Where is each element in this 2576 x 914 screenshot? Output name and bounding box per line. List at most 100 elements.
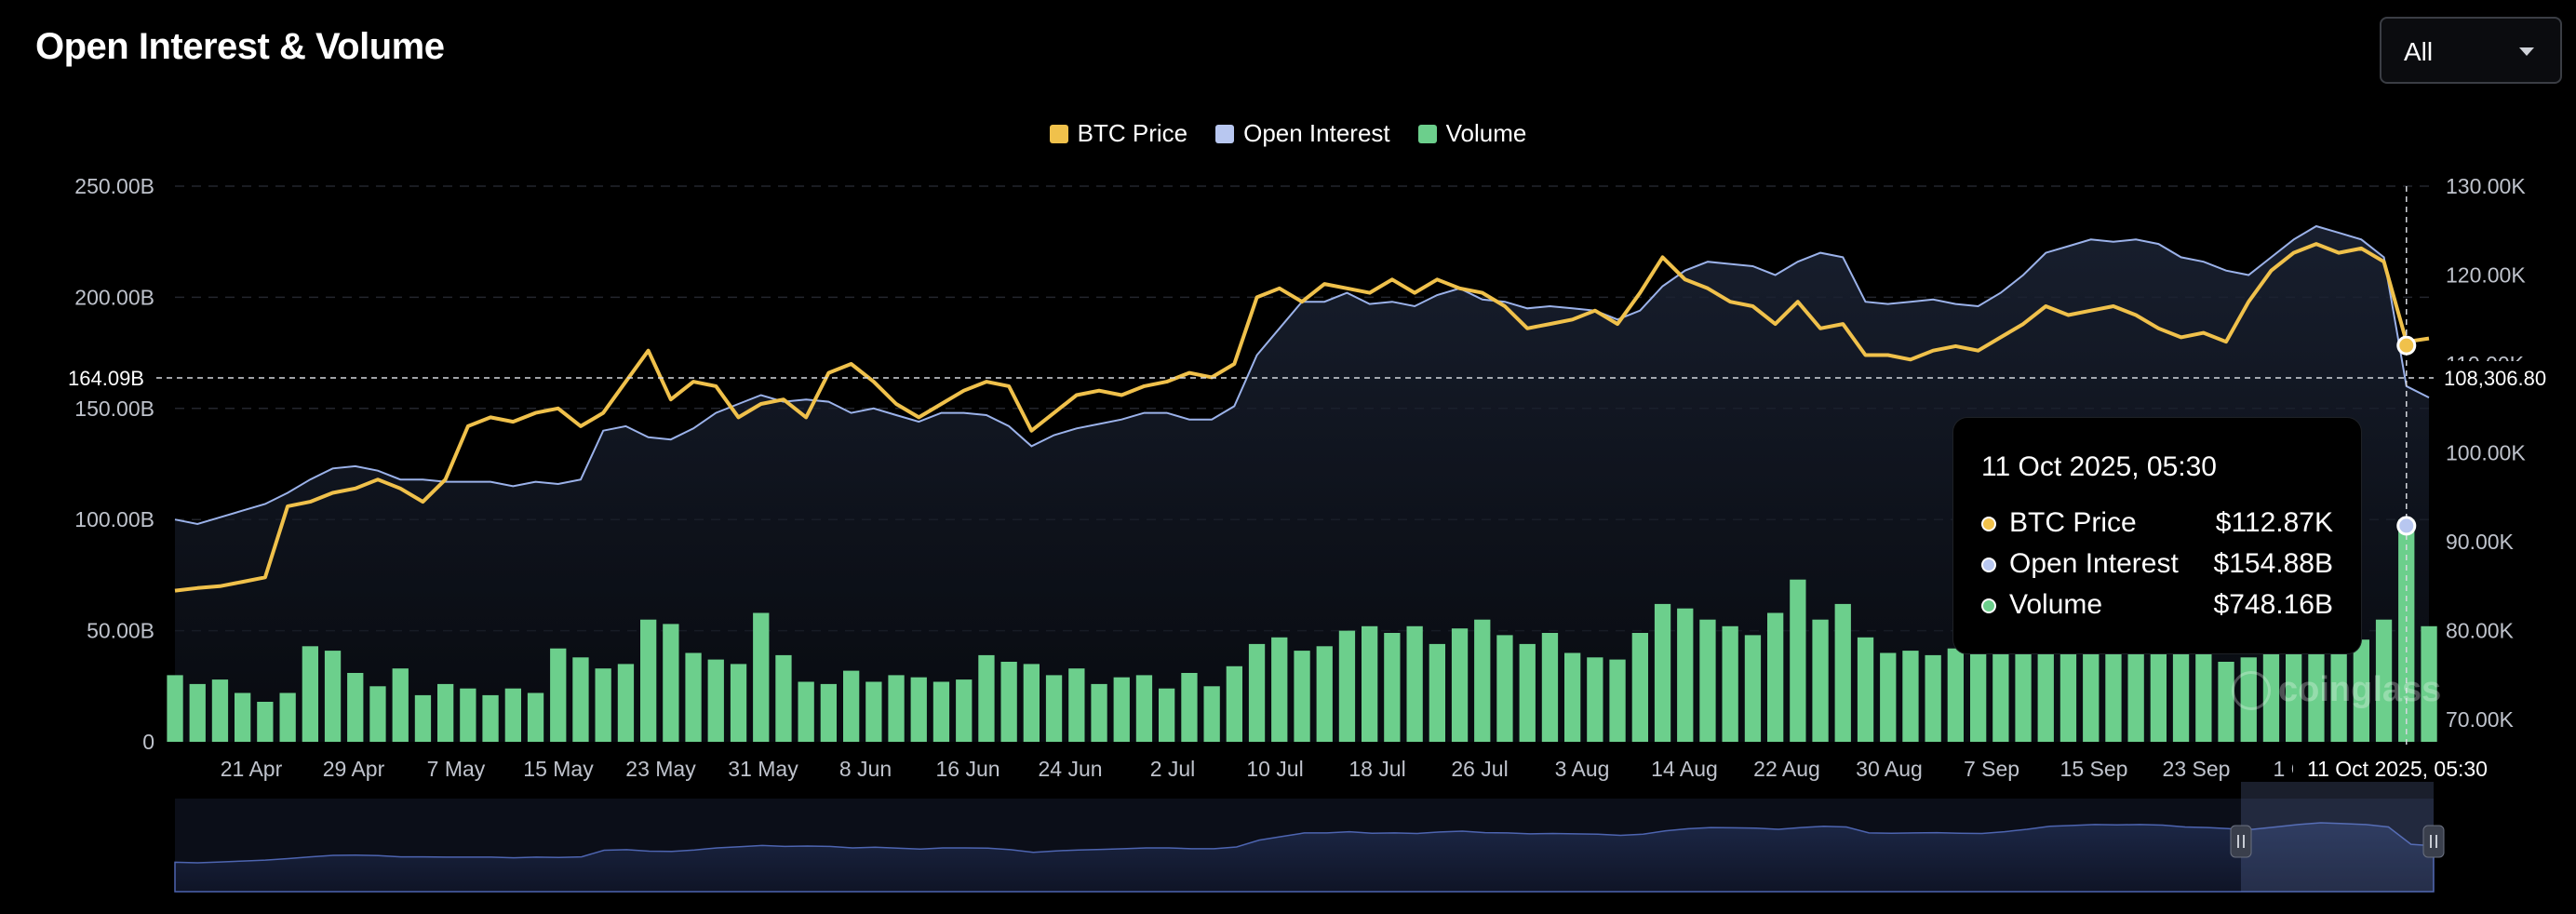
y-right-tick-label: 130.00K	[2446, 174, 2526, 198]
volume-bar	[2172, 648, 2190, 742]
x-tick-label: 22 Aug	[1753, 757, 1820, 781]
y-left-tick-label: 250.00B	[74, 174, 154, 198]
volume-bar	[685, 652, 702, 742]
volume-bar	[211, 679, 229, 742]
x-tick-label: 24 Jun	[1038, 757, 1102, 781]
volume-bar	[2195, 641, 2212, 742]
y-left-tick-label: 50.00B	[87, 619, 154, 643]
volume-bar	[2308, 625, 2325, 742]
volume-bar	[2218, 662, 2234, 742]
volume-bar	[663, 624, 679, 742]
y-right-tick-label: 80.00K	[2446, 619, 2515, 643]
volume-bar	[1362, 625, 1378, 742]
x-tick-label: 14 Aug	[1651, 757, 1718, 781]
volume-bar	[1496, 635, 1513, 742]
volume-bar	[1451, 628, 1469, 742]
y-right-tick-label: 70.00K	[2446, 707, 2515, 732]
btc-price-marker	[2396, 335, 2417, 356]
tooltip-row-volume: Volume $748.16B	[1981, 589, 2333, 626]
volume-bar	[978, 654, 995, 742]
volume-bar	[1790, 579, 1806, 742]
x-tick-label: 23 May	[625, 757, 696, 781]
volume-bar	[2150, 652, 2167, 742]
x-tick-label: 7 Sep	[1964, 757, 2019, 781]
legend-label-open-interest: Open Interest	[1243, 119, 1390, 147]
navigator-left-handle[interactable]	[2230, 825, 2252, 858]
series-lines	[174, 224, 2430, 593]
volume-bar	[2286, 635, 2302, 742]
volume-bar	[820, 683, 837, 742]
volume-bar	[1880, 652, 1897, 742]
btc-price-dot-icon	[1981, 517, 1996, 531]
volume-bar	[1541, 633, 1559, 742]
tooltip-title: 11 Oct 2025, 05:30	[1981, 451, 2217, 482]
time-range-select[interactable]: All	[2380, 17, 2562, 84]
volume-bar	[1271, 637, 1288, 742]
volume-bar	[1834, 603, 1851, 742]
volume-bar	[324, 651, 342, 742]
volume-bar	[527, 692, 544, 742]
range-navigator[interactable]	[174, 782, 2445, 893]
volume-bar	[2015, 630, 2032, 742]
x-tick-label: 15 May	[523, 757, 594, 781]
volume-bar	[302, 646, 318, 742]
tooltip-value-open-interest: $154.88B	[2213, 548, 2333, 579]
volume-bar	[1068, 668, 1085, 742]
chevron-down-icon	[2519, 47, 2534, 56]
x-tick-label: 16 Jun	[935, 757, 1000, 781]
legend-item-btc-price[interactable]: BTC Price	[1049, 119, 1187, 148]
volume-bar	[1519, 643, 1536, 742]
volume-bar	[369, 686, 386, 742]
volume-bar	[550, 648, 567, 742]
legend-swatch-volume	[1417, 124, 1437, 143]
volume-bar	[1857, 637, 1874, 742]
navigator-selection	[2241, 782, 2434, 892]
volume-bar	[347, 673, 364, 742]
y-left-tick-label: 150.00B	[74, 397, 154, 421]
tooltip-row-open-interest: Open Interest $154.88B	[1981, 548, 2333, 585]
volume-bar	[798, 681, 814, 742]
tooltip-value-volume: $748.16B	[2213, 589, 2333, 620]
legend-item-open-interest[interactable]: Open Interest	[1215, 119, 1390, 148]
volume-bar	[640, 619, 657, 742]
volume-bar	[279, 692, 296, 742]
x-tick-label: 8 Jun	[839, 757, 892, 781]
legend-swatch-btc-price	[1049, 124, 1068, 143]
x-tick-label: 30 Aug	[1856, 757, 1923, 781]
y-left-tick-label: 200.00B	[74, 285, 154, 309]
volume-bar	[504, 688, 521, 742]
volume-bar	[956, 679, 973, 742]
x-tick-label: 26 Jul	[1451, 757, 1508, 781]
volume-bar	[2127, 637, 2144, 742]
volume-bar	[1135, 675, 1153, 742]
crosshair-left-label-bg	[58, 361, 154, 395]
volume-bar	[1181, 673, 1198, 742]
volume-bar	[1294, 651, 1310, 742]
legend-item-volume[interactable]: Volume	[1417, 119, 1527, 148]
open-interest-dot-icon	[1981, 558, 1996, 572]
volume-bar	[1406, 625, 1423, 742]
crosshair-right-label-bg	[2435, 361, 2567, 395]
y-left-tick-label: 100.00B	[74, 507, 154, 531]
volume-bar	[1338, 630, 1356, 742]
volume-bar	[1113, 677, 1130, 742]
volume-bar	[1000, 662, 1017, 742]
volume-bar	[482, 694, 499, 742]
legend-label-volume: Volume	[1445, 119, 1527, 147]
open-interest-marker	[2396, 516, 2417, 536]
tooltip-label-open-interest: Open Interest	[2009, 548, 2179, 579]
watermark: coinglass	[2232, 670, 2441, 710]
btc-price-line	[174, 242, 2430, 593]
navigator-right-handle[interactable]	[2422, 825, 2445, 858]
volume-bar	[910, 677, 927, 742]
volume-bar	[843, 670, 860, 742]
volume-bar	[2083, 643, 2100, 742]
volume-bar	[1722, 625, 1738, 742]
x-tick-label: 21 Apr	[221, 757, 283, 781]
crosshair-time-label: 11 Oct 2025, 05:30	[2307, 757, 2488, 781]
volume-bar	[1023, 664, 1040, 742]
volume-bar	[1970, 646, 1987, 742]
chart-legend: BTC Price Open Interest Volume	[0, 119, 2576, 148]
volume-bar	[235, 692, 251, 742]
